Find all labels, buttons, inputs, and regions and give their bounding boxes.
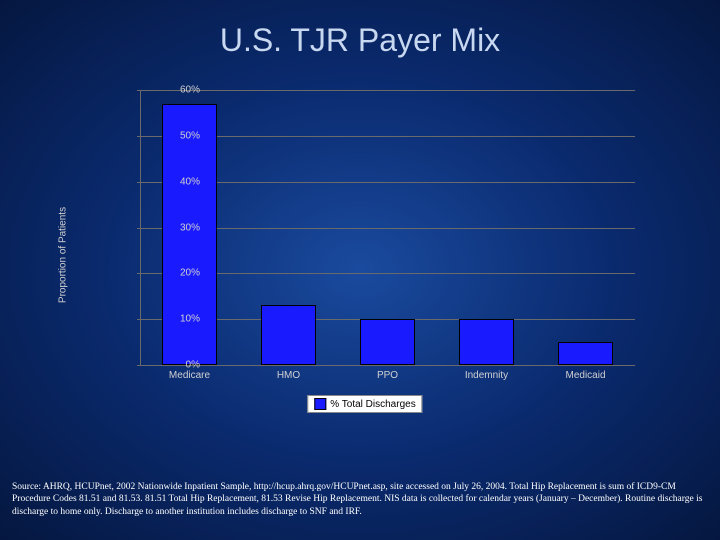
x-tick-label: Medicaid bbox=[565, 370, 605, 381]
y-tick-mark bbox=[137, 365, 140, 366]
y-tick-label: 0% bbox=[160, 360, 200, 371]
y-tick-label: 60% bbox=[160, 85, 200, 96]
bar-chart: Proportion of Patients % Total Discharge… bbox=[85, 80, 645, 430]
y-tick-label: 10% bbox=[160, 314, 200, 325]
y-tick-label: 20% bbox=[160, 268, 200, 279]
y-tick-label: 30% bbox=[160, 222, 200, 233]
slide-title: U.S. TJR Payer Mix bbox=[0, 22, 720, 59]
bar bbox=[558, 342, 612, 365]
y-tick-mark bbox=[137, 182, 140, 183]
gridline bbox=[140, 365, 635, 366]
y-tick-mark bbox=[137, 90, 140, 91]
plot-area bbox=[140, 90, 635, 365]
x-tick-label: PPO bbox=[377, 370, 398, 381]
bar bbox=[459, 319, 513, 365]
legend: % Total Discharges bbox=[307, 395, 422, 413]
y-tick-mark bbox=[137, 273, 140, 274]
bar bbox=[360, 319, 414, 365]
legend-swatch bbox=[314, 398, 326, 410]
y-tick-label: 50% bbox=[160, 130, 200, 141]
x-tick-label: Medicare bbox=[169, 370, 210, 381]
bar bbox=[261, 305, 315, 365]
y-tick-mark bbox=[137, 228, 140, 229]
y-tick-label: 40% bbox=[160, 176, 200, 187]
y-tick-mark bbox=[137, 319, 140, 320]
y-tick-mark bbox=[137, 136, 140, 137]
bar bbox=[162, 104, 216, 365]
gridline bbox=[140, 90, 635, 91]
x-tick-label: HMO bbox=[277, 370, 300, 381]
x-tick-label: Indemnity bbox=[465, 370, 508, 381]
source-footnote: Source: AHRQ, HCUPnet, 2002 Nationwide I… bbox=[12, 481, 708, 518]
legend-label: % Total Discharges bbox=[330, 399, 415, 410]
y-axis-label: Proportion of Patients bbox=[58, 207, 69, 303]
slide: U.S. TJR Payer Mix Proportion of Patient… bbox=[0, 0, 720, 540]
